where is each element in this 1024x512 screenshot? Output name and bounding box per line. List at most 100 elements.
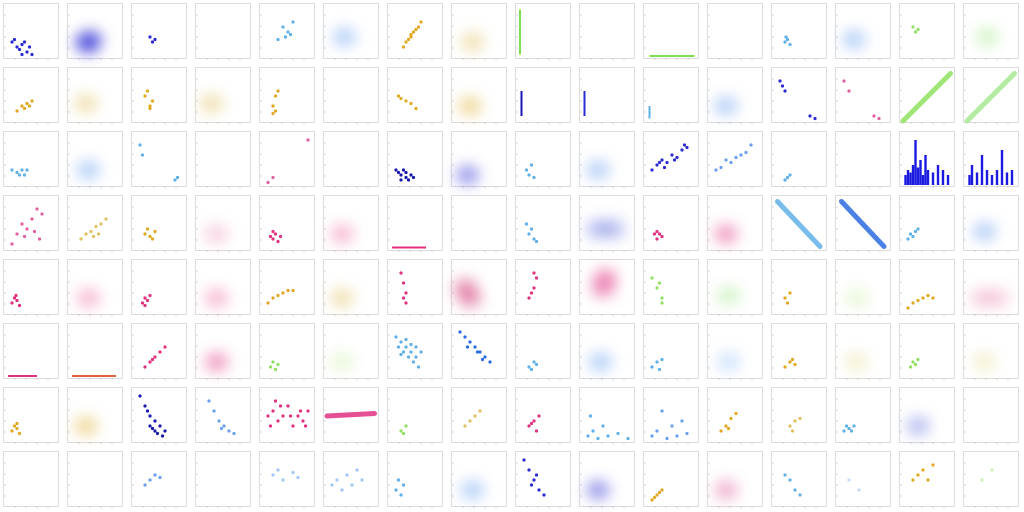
scatter-point — [404, 337, 408, 342]
panel-plot — [132, 270, 177, 316]
scatter-point — [14, 293, 18, 298]
scatter-point — [409, 32, 413, 37]
scatter-point — [148, 478, 152, 482]
scatter-point — [17, 303, 22, 308]
scatter-point — [401, 350, 406, 354]
panel-r1-c1 — [67, 67, 123, 124]
scatter-point — [729, 416, 733, 421]
scatter-point — [680, 419, 684, 423]
panel-r5-c9 — [579, 323, 635, 380]
scatter-point — [468, 340, 472, 344]
scatter-point — [660, 296, 664, 300]
scatter-point — [657, 490, 662, 495]
density-blob — [844, 288, 869, 308]
panel-plot — [964, 334, 1009, 380]
scatter-point — [409, 342, 413, 347]
scatter-point — [652, 232, 657, 236]
density-cloud — [586, 160, 610, 180]
panel-plot — [260, 462, 305, 508]
panel-r1-c10 — [643, 67, 699, 124]
scatter-point — [916, 227, 920, 231]
scatter-point — [532, 478, 536, 482]
scatter-point — [475, 350, 480, 354]
scatter-point — [148, 104, 152, 108]
panel-r5-c7 — [451, 323, 507, 380]
panel-plot — [580, 14, 625, 60]
scatter-point — [670, 153, 674, 157]
scatter-point — [148, 360, 152, 364]
scatter-point — [655, 229, 659, 234]
bar-mark — [1010, 170, 1014, 185]
density-blob — [714, 224, 738, 244]
density-blob — [204, 288, 229, 308]
panel-plot — [132, 78, 177, 124]
scatter-point — [911, 360, 915, 364]
scatter-point — [660, 357, 664, 362]
scatter-point — [276, 239, 280, 244]
scatter-point — [478, 409, 482, 413]
scatter-point — [273, 367, 278, 372]
density-cloud — [460, 32, 485, 52]
bar-mark — [919, 160, 922, 185]
panel-plot — [132, 206, 177, 252]
density-blob — [332, 27, 357, 47]
scatter-point — [404, 40, 408, 44]
density-blob — [586, 219, 610, 239]
scatter-point — [419, 20, 423, 24]
scatter-point — [150, 357, 155, 362]
panel-r4-c14 — [899, 259, 955, 316]
scatter-point — [30, 217, 34, 221]
scatter-point — [783, 296, 787, 300]
panel-plot — [260, 398, 310, 444]
scatter-point — [616, 431, 620, 436]
bar-mark — [1005, 172, 1009, 185]
scatter-point — [17, 173, 22, 177]
scatter-point — [20, 222, 24, 226]
scatter-point — [401, 296, 406, 300]
scatter-point — [780, 84, 785, 88]
panel-r0-c10 — [643, 3, 699, 60]
panel-r2-c15 — [963, 131, 1019, 188]
scatter-point — [399, 352, 403, 357]
panel-r4-c3 — [195, 259, 251, 316]
panel-plot — [772, 14, 817, 60]
panel-r3-c7 — [451, 195, 507, 252]
panel-plot — [644, 142, 689, 188]
scatter-point — [396, 345, 401, 349]
scatter-point — [22, 173, 27, 177]
scatter-point — [406, 355, 411, 359]
scatter-point — [104, 217, 108, 221]
scatter-point — [913, 362, 918, 367]
panel-r3-c14 — [899, 195, 955, 252]
panel-r2-c6 — [387, 131, 443, 188]
panel-plot — [708, 334, 753, 380]
scatter-point — [406, 37, 411, 42]
panel-r0-c8 — [515, 3, 571, 60]
scatter-point — [25, 168, 29, 172]
scatter-point — [143, 296, 147, 300]
panel-r1-c11 — [707, 67, 763, 124]
scatter-point — [524, 222, 529, 226]
scatter-point — [911, 234, 915, 239]
panel-r4-c10 — [643, 259, 699, 316]
panel-r3-c0 — [3, 195, 59, 252]
scatter-point — [606, 434, 610, 438]
panel-r3-c1 — [67, 195, 123, 252]
scatter-point — [271, 409, 275, 413]
scatter-point — [913, 30, 918, 34]
panel-r7-c13 — [835, 451, 891, 508]
scatter-point — [15, 109, 19, 113]
series-band — [900, 71, 953, 124]
scatter-point — [96, 232, 101, 236]
panel-plot — [580, 398, 630, 444]
scatter-point — [682, 143, 687, 147]
panel-plot — [68, 78, 113, 124]
scatter-point — [12, 424, 17, 428]
panel-plot — [452, 398, 497, 444]
scatter-point — [404, 301, 408, 305]
scatter-point — [660, 158, 664, 162]
density-blob — [970, 288, 994, 308]
panel-plot — [836, 78, 881, 124]
panel-plot — [708, 398, 753, 444]
scatter-point — [301, 419, 305, 423]
